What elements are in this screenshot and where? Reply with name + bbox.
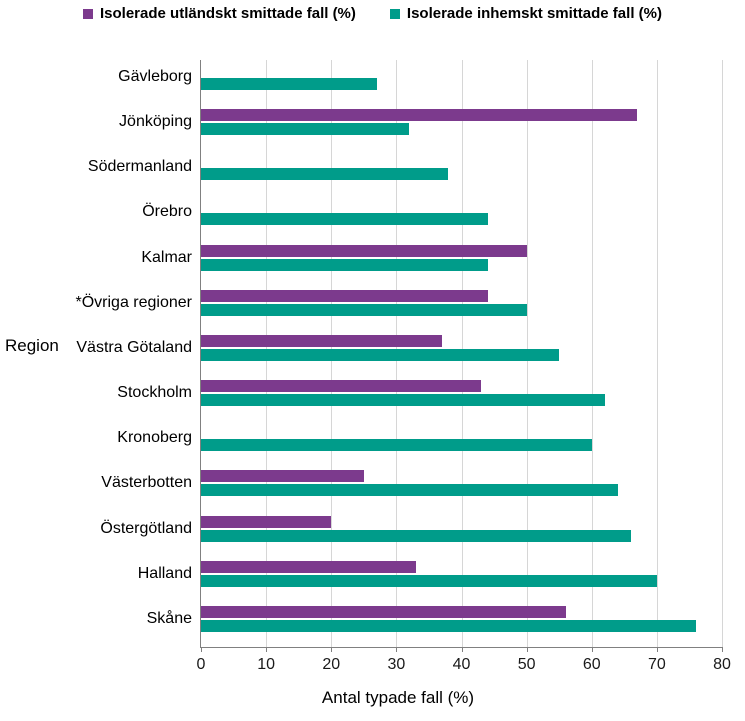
bar-utlandskt-v-stra-g-taland xyxy=(201,334,442,347)
bar-inhemskt-sk-ne xyxy=(201,619,696,632)
category-row-kalmar: Kalmar xyxy=(141,241,722,286)
x-tick-label: 20 xyxy=(322,656,341,673)
legend-swatch-inhemskt-icon xyxy=(389,8,400,19)
legend: Isolerade utländskt smittade fall (%) Is… xyxy=(0,5,745,22)
bar-inhemskt-sterg-tland xyxy=(201,529,631,542)
legend-item-inhemskt: Isolerade inhemskt smittade fall (%) xyxy=(389,5,662,22)
plot-area: 0 10 20 30 40 50 60 70 80 Gävleborg Jönköping Söder… xyxy=(76,60,731,673)
category-row-v-sterbotten: Västerbotten xyxy=(101,466,722,511)
bar-utlandskt-j-nk-ping xyxy=(201,109,638,122)
y-axis-title: Region xyxy=(5,336,59,355)
bar-inhemskt-j-nk-ping xyxy=(201,123,410,136)
category-label-kronoberg: Kronoberg xyxy=(117,429,192,447)
bar-utlandskt-sterg-tland xyxy=(201,515,332,528)
category-row-kronoberg: Kronoberg xyxy=(117,421,722,466)
bar-inhemskt-v-sterbotten xyxy=(201,484,618,497)
bar-inhemskt-g-vleborg xyxy=(201,78,377,90)
bar-inhemskt-vriga-regioner xyxy=(201,303,527,316)
category-row-v-stra-g-taland: Västra Götaland xyxy=(76,331,722,376)
x-tick-mark xyxy=(591,647,593,652)
x-tick-label: 60 xyxy=(582,656,601,673)
category-label-j-nk-ping: Jönköping xyxy=(119,113,192,131)
x-tick-label: 30 xyxy=(387,656,406,673)
category-row-j-nk-ping: Jönköping xyxy=(119,105,722,150)
category-row-stockholm: Stockholm xyxy=(117,376,722,421)
category-label-s-dermanland: Södermanland xyxy=(87,158,192,176)
category-label-vriga-regioner: *Övriga regioner xyxy=(75,293,193,311)
x-tick-mark xyxy=(266,647,268,652)
category-row-halland: Halland xyxy=(138,557,722,602)
category-label-stockholm: Stockholm xyxy=(117,384,192,402)
x-tick-mark xyxy=(396,647,398,652)
category-label-sk-ne: Skåne xyxy=(146,609,192,627)
category-label-g-vleborg: Gävleborg xyxy=(118,68,192,85)
x-tick-mark xyxy=(331,647,333,652)
bar-utlandskt-stockholm xyxy=(201,380,482,393)
legend-label-inhemskt: Isolerade inhemskt smittade fall (%) xyxy=(406,5,662,22)
category-label-rebro: Örebro xyxy=(142,203,192,221)
legend-label-utlandskt: Isolerade utländskt smittade fall (%) xyxy=(100,5,356,22)
category-row-s-dermanland: Södermanland xyxy=(88,150,722,195)
bar-utlandskt-halland xyxy=(201,560,416,573)
x-tick-label: 0 xyxy=(196,656,206,673)
bar-inhemskt-s-dermanland xyxy=(201,168,449,181)
category-row-sterg-tland: Östergötland xyxy=(100,512,722,557)
x-tick-label: 40 xyxy=(452,656,471,673)
bar-utlandskt-kalmar xyxy=(201,244,527,257)
x-tick-mark xyxy=(201,647,202,652)
legend-swatch-utlandskt-icon xyxy=(83,8,93,19)
x-tick-label: 50 xyxy=(517,656,536,673)
legend-item-utlandskt: Isolerade utländskt smittade fall (%) xyxy=(83,5,356,22)
category-label-halland: Halland xyxy=(137,564,192,582)
x-tick-mark xyxy=(722,647,723,652)
x-tick-mark xyxy=(526,647,528,652)
gridline xyxy=(591,60,593,647)
x-axis-title: Antal typade fall (%) xyxy=(321,688,475,707)
category-label-v-stra-g-taland: Västra Götaland xyxy=(76,338,192,356)
x-tick-label: 70 xyxy=(647,656,666,673)
bar-inhemskt-v-stra-g-taland xyxy=(201,348,560,361)
x-tick-mark xyxy=(656,647,658,652)
bar-utlandskt-vriga-regioner xyxy=(201,289,488,302)
bar-utlandskt-sk-ne xyxy=(201,605,566,618)
category-row-sk-ne: Skåne xyxy=(147,602,722,647)
bar-inhemskt-stockholm xyxy=(201,394,605,407)
category-label-v-sterbotten: Västerbotten xyxy=(101,474,192,492)
bar-inhemskt-kalmar xyxy=(201,258,488,271)
x-tick-label: 80 xyxy=(713,656,731,673)
bar-inhemskt-halland xyxy=(201,574,657,587)
bar-utlandskt-v-sterbotten xyxy=(201,470,364,483)
category-label-kalmar: Kalmar xyxy=(141,248,192,266)
gridline xyxy=(722,60,723,647)
bar-inhemskt-rebro xyxy=(201,213,488,226)
category-label-sterg-tland: Östergötland xyxy=(100,519,192,537)
category-row-g-vleborg: Gävleborg xyxy=(118,60,722,105)
category-row-vriga-regioner: *Övriga regioner xyxy=(76,286,722,331)
gridline xyxy=(656,60,658,647)
x-tick-label: 10 xyxy=(257,656,276,673)
x-tick-mark xyxy=(461,647,463,652)
category-row-rebro: Örebro xyxy=(142,195,722,240)
bar-inhemskt-kronoberg xyxy=(201,439,592,452)
